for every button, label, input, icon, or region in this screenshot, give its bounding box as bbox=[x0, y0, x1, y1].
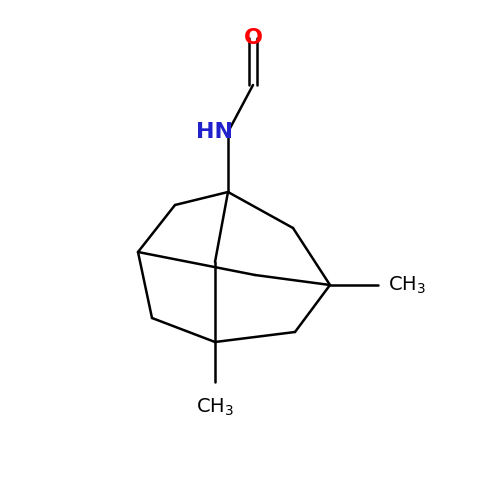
Text: CH$_3$: CH$_3$ bbox=[388, 274, 426, 295]
Text: HN: HN bbox=[196, 122, 234, 142]
Text: O: O bbox=[244, 28, 262, 48]
Text: CH$_3$: CH$_3$ bbox=[196, 397, 234, 418]
